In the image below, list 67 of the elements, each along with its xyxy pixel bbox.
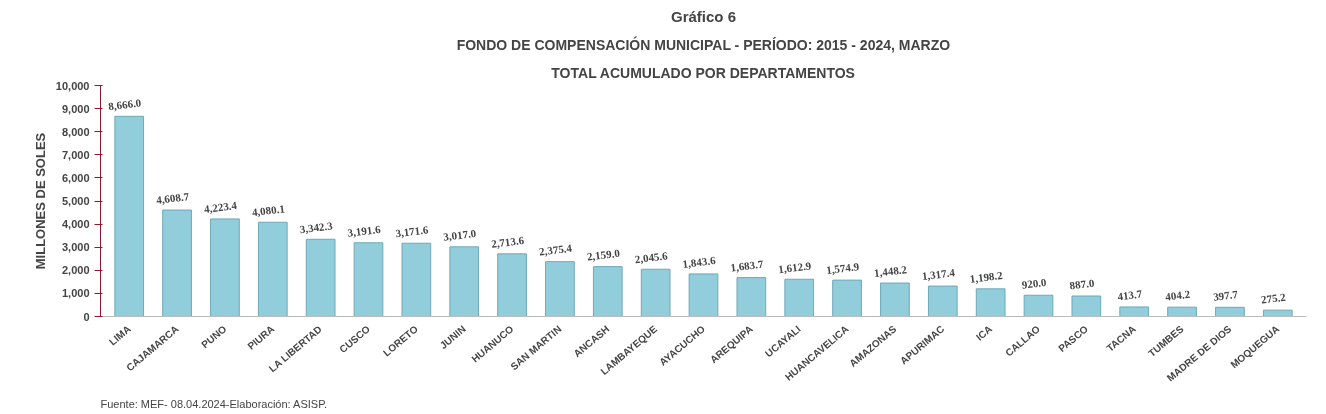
data-label: 920.0	[1021, 275, 1048, 291]
data-label: 1,612.9	[777, 259, 813, 276]
y-tick-label: 6,000	[61, 171, 90, 184]
bar	[832, 279, 862, 317]
y-tick-label: 7,000	[61, 148, 90, 161]
data-label: 2,375.4	[538, 241, 574, 258]
bar	[1262, 309, 1293, 317]
data-label: 1,448.2	[873, 263, 909, 280]
bar	[1167, 306, 1197, 317]
bar	[1071, 295, 1102, 317]
data-label: 3,342.3	[299, 219, 334, 236]
bar	[305, 238, 336, 317]
data-label: 4,223.4	[203, 198, 239, 215]
bar	[162, 209, 192, 317]
y-tick-label: 9,000	[61, 102, 90, 115]
y-tick-label: 8,000	[61, 125, 90, 138]
bar	[975, 288, 1006, 317]
bar	[401, 242, 432, 317]
y-axis-title: MILLONES DE SOLES	[32, 132, 48, 270]
y-tick-label: 0	[83, 310, 90, 323]
bar	[114, 115, 145, 317]
data-label: 1,843.6	[681, 253, 717, 270]
chart-subtitle: TOTAL ACUMULADO POR DEPARTAMENTOS	[551, 64, 855, 81]
bar	[1023, 294, 1054, 317]
y-tick-label: 10,000	[55, 79, 90, 92]
data-label: 3,171.6	[394, 223, 430, 240]
data-label: 275.2	[1260, 290, 1287, 306]
bar	[592, 266, 623, 317]
y-tick-label: 5,000	[61, 195, 90, 207]
source-note: Fuente: MEF- 08.04.2024-Elaboración: ASISP.	[100, 397, 328, 410]
data-label: 3,191.6	[346, 222, 382, 239]
data-label: 2,159.0	[586, 246, 621, 263]
bar	[1119, 306, 1150, 317]
data-label: 1,683.7	[729, 257, 765, 274]
bar	[210, 218, 240, 317]
data-label: 1,574.9	[825, 260, 861, 277]
bar	[545, 261, 575, 317]
data-label: 4,080.1	[251, 202, 286, 219]
data-label: 8,666.0	[107, 96, 143, 113]
data-label: 413.7	[1116, 287, 1144, 303]
data-label: 2,045.6	[634, 249, 669, 266]
bar	[927, 285, 958, 317]
bar	[880, 282, 910, 317]
bar	[1215, 306, 1245, 317]
y-tick-label: 1,000	[61, 287, 90, 300]
y-tick-label: 2,000	[61, 264, 90, 277]
y-tick-label: 3,000	[61, 241, 90, 254]
bar	[497, 253, 527, 317]
bar	[688, 273, 719, 317]
bar	[353, 242, 384, 317]
data-label: 4,608.7	[155, 190, 191, 206]
text: Gráfico 6	[670, 7, 737, 25]
data-label: 1,317.4	[921, 266, 956, 283]
chart-title: FONDO DE COMPENSACIÓN MUNICIPAL - PERÍODO: 2015 - 2024, MARZO	[456, 35, 951, 53]
data-label: 3,017.0	[442, 226, 478, 243]
bar	[640, 268, 671, 317]
data-label: 404.2	[1164, 287, 1192, 303]
bar	[449, 246, 480, 317]
data-label: 397.7	[1212, 287, 1239, 303]
x-tick-label: ICA	[973, 323, 995, 343]
data-label: 2,713.6	[490, 233, 526, 250]
bar	[736, 277, 767, 317]
y-tick-label: 4,000	[61, 218, 90, 231]
bar	[784, 278, 815, 317]
bar	[257, 221, 288, 317]
data-label: 1,198.2	[969, 268, 1004, 285]
data-label: 887.0	[1068, 276, 1096, 292]
